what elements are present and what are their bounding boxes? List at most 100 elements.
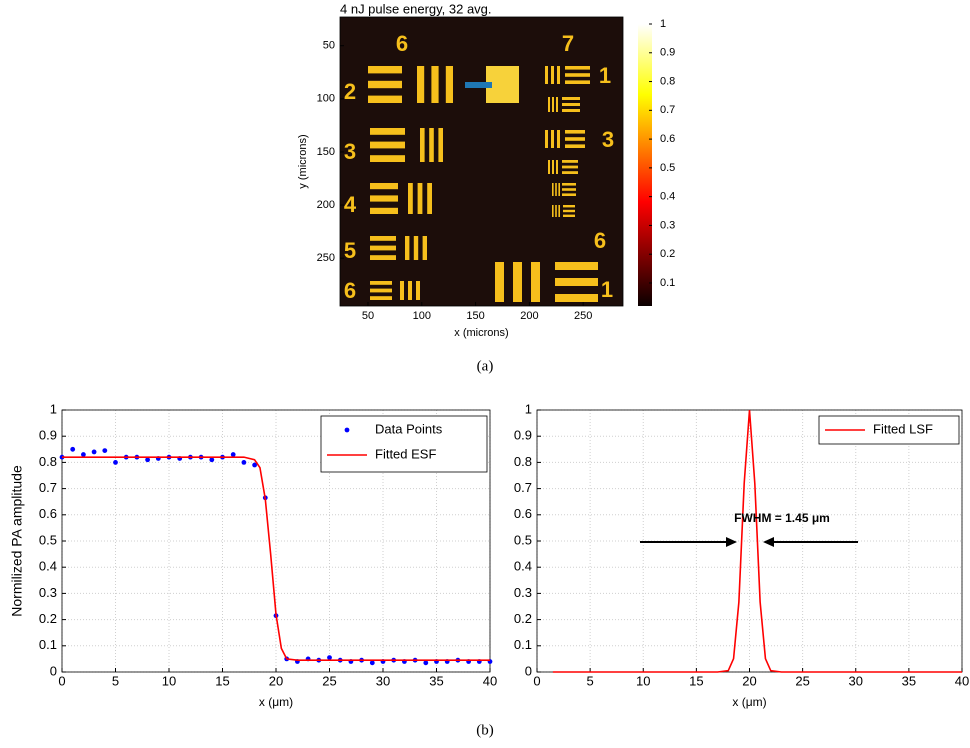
target-bar [565, 144, 585, 148]
legend-marker [344, 427, 350, 433]
target-bar [408, 281, 412, 300]
target-bar [427, 183, 432, 214]
data-line [62, 456, 490, 662]
caption: (b) [476, 722, 494, 738]
target-bar [370, 128, 405, 135]
y-axis-label: Normilized PA amplitude [9, 465, 25, 617]
y-tick-label: 0.1 [514, 637, 532, 652]
target-label: 5 [344, 238, 356, 263]
y-tick-label: 1 [50, 401, 57, 416]
target-bar [562, 188, 576, 191]
plot-frame [61, 409, 491, 673]
y-tick-label: 0.3 [39, 585, 57, 600]
caption: (a) [477, 358, 494, 374]
target-bar [370, 207, 398, 214]
target-bar [370, 296, 392, 300]
x-tick-label: 50 [362, 310, 374, 322]
data-point [145, 457, 151, 463]
y-tick-label: 0 [525, 663, 532, 678]
data-point [209, 457, 215, 463]
target-bar [545, 66, 548, 84]
y-axis-label: y (microns) [297, 134, 309, 188]
y-tick-label: 0.8 [39, 454, 57, 469]
target-bar [555, 262, 598, 270]
target-bar [495, 262, 504, 302]
x-tick-label: 35 [902, 673, 916, 688]
target-bar [370, 183, 398, 190]
y-tick-label: 0.6 [514, 506, 532, 521]
target-bar [552, 205, 554, 217]
x-tick-label: 40 [483, 673, 497, 688]
target-bar [445, 66, 453, 103]
x-tick-label: 0 [533, 673, 540, 688]
target-bar [562, 165, 578, 169]
target-bar [413, 236, 419, 260]
annotation: FWHM = 1.45 μm [734, 511, 830, 525]
target-bar [552, 97, 554, 112]
colorbar-tick-label: 0.6 [660, 133, 675, 145]
data-point [252, 462, 257, 468]
y-tick-label: 0.3 [514, 585, 532, 600]
target-bar [408, 183, 413, 214]
target-bar [551, 66, 554, 84]
target-bar [438, 128, 443, 162]
y-tick-label: 0.2 [39, 611, 57, 626]
legend-box [320, 415, 488, 473]
y-tick-label: 0.7 [514, 480, 532, 495]
target-bar [562, 160, 578, 163]
target-bar [558, 183, 560, 196]
x-tick-label: 0 [58, 673, 65, 688]
data-point [423, 660, 429, 666]
data-point [70, 446, 76, 452]
target-bar [370, 236, 396, 241]
colorbar-tick-label: 0.7 [660, 104, 675, 116]
target-bar [370, 195, 398, 202]
target-bar [431, 66, 439, 103]
target-bar [565, 66, 590, 70]
target-bar [420, 128, 425, 162]
data-point [369, 660, 375, 666]
x-tick-label: 15 [689, 673, 703, 688]
target-bar [370, 255, 396, 260]
target-label: 7 [562, 31, 574, 56]
arrow-head [726, 537, 737, 547]
y-tick-label: 0.7 [39, 480, 57, 495]
y-tick-label: 250 [317, 252, 335, 264]
data-point [113, 460, 118, 465]
target-bar [552, 183, 554, 196]
target-label: 6 [344, 278, 356, 303]
x-tick-label: 30 [849, 673, 863, 688]
legend-label: Fitted ESF [375, 446, 436, 461]
target-bar [548, 160, 550, 174]
target-bar [368, 80, 402, 89]
x-axis-label: x (μm) [259, 695, 293, 709]
target-bar [565, 80, 590, 84]
target-label: 4 [344, 192, 357, 217]
target-bar [563, 214, 575, 217]
x-tick-label: 40 [955, 673, 969, 688]
data-point [241, 460, 247, 465]
target-bar [513, 262, 522, 302]
x-tick-label: 10 [162, 673, 176, 688]
colorbar-tick-label: 0.1 [660, 277, 675, 289]
y-tick-label: 0.4 [514, 559, 532, 574]
data-point [102, 448, 108, 454]
target-label: 6 [396, 31, 408, 56]
colorbar-tick-label: 0.5 [660, 162, 675, 174]
target-bar [562, 183, 576, 186]
colorbar-tick-label: 1 [660, 18, 666, 30]
target-bar [563, 205, 575, 208]
legend-label: Data Points [375, 421, 443, 436]
target-bar [563, 209, 575, 213]
target-bar [368, 95, 402, 103]
target-bar [556, 160, 558, 174]
target-bar [565, 137, 585, 141]
y-tick-label: 150 [317, 146, 335, 158]
target-bar [562, 97, 580, 100]
x-tick-label: 150 [466, 310, 484, 322]
y-tick-label: 1 [525, 401, 532, 416]
colorbar-tick-label: 0.2 [660, 248, 675, 260]
colorbar-tick-label: 0.8 [660, 75, 675, 87]
